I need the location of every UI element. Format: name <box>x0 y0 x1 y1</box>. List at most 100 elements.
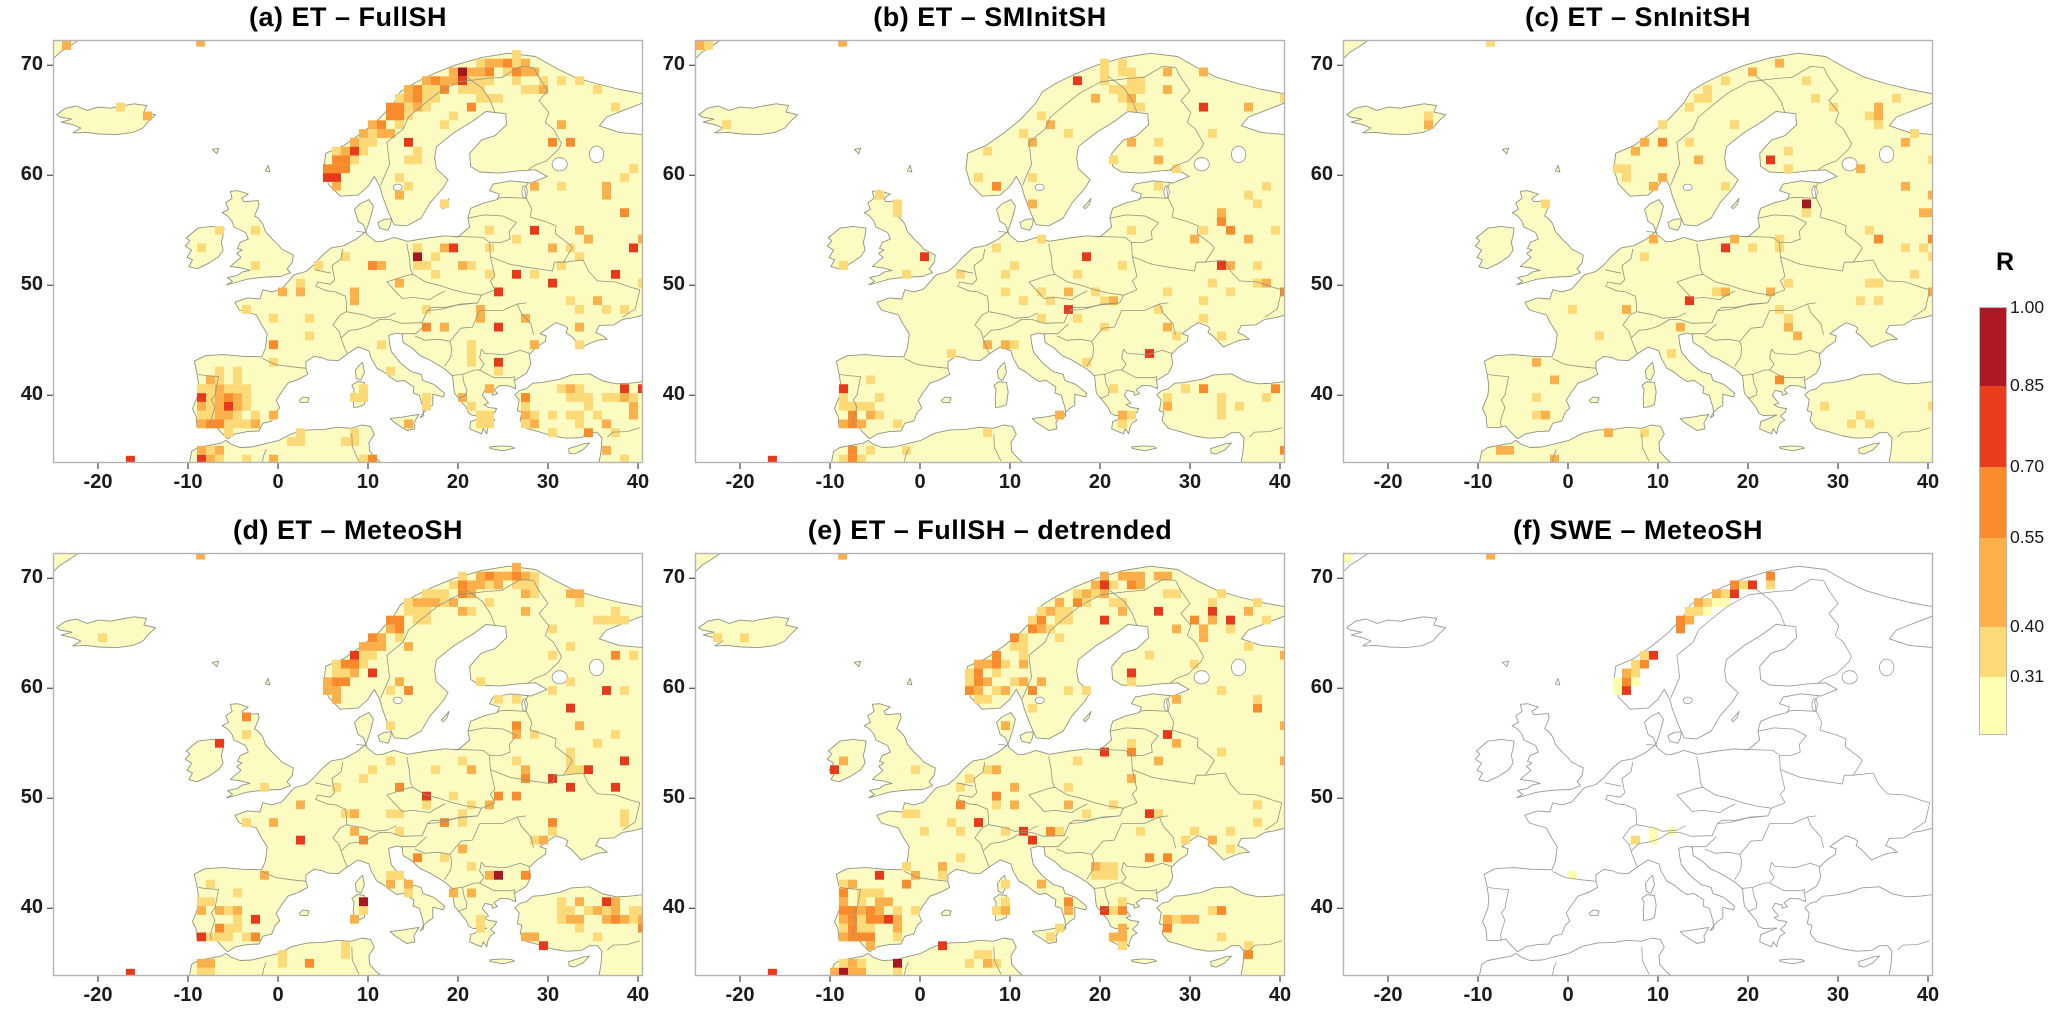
y-tick-label: 70 <box>662 53 685 76</box>
y-tick-label: 50 <box>662 273 685 296</box>
x-tick-label: 30 <box>536 984 560 1006</box>
x-tick-label: -20 <box>83 984 113 1006</box>
x-tick-label: -10 <box>1463 471 1493 493</box>
colorbar-segment <box>1980 467 2006 538</box>
y-tick-label: 60 <box>20 676 43 699</box>
y-tick-label: 70 <box>1310 53 1333 76</box>
panel-title: (c) ET – SnInitSH <box>1524 2 1752 32</box>
europe-map <box>47 39 644 469</box>
x-tick-label: 20 <box>1088 471 1112 493</box>
x-tick-label: 10 <box>998 984 1022 1006</box>
y-tick-label: 70 <box>1310 566 1333 589</box>
y-tick-label: 50 <box>20 786 43 809</box>
x-tick-label: 40 <box>626 471 650 493</box>
y-tick-label: 70 <box>662 566 685 589</box>
europe-map <box>47 552 644 982</box>
correlation-cells <box>1424 40 1933 463</box>
x-tick-label: 40 <box>626 984 650 1006</box>
x-tick-label: 10 <box>1646 984 1670 1006</box>
x-tick-label: 40 <box>1916 471 1940 493</box>
europe-map <box>1337 39 1934 469</box>
panel-title: (f) SWE – MeteoSH <box>1512 515 1763 545</box>
x-tick-label: 20 <box>446 471 470 493</box>
y-tick-label: 50 <box>20 273 43 296</box>
x-tick-label: 20 <box>446 984 470 1006</box>
y-tick-label: 60 <box>20 163 43 186</box>
panel-title: (a) ET – FullSH <box>248 2 448 32</box>
panel-title: (e) ET – FullSH – detrended <box>807 515 1173 545</box>
x-tick-label: 30 <box>1178 984 1202 1006</box>
europe-map <box>689 552 1286 982</box>
colorbar-segment <box>1980 627 2006 677</box>
panel-title: (d) ET – MeteoSH <box>232 515 463 545</box>
x-tick-label: 0 <box>914 471 926 493</box>
colorbar-segment <box>1980 308 2006 386</box>
x-tick-label: -10 <box>173 471 203 493</box>
x-tick-label: -10 <box>173 984 203 1006</box>
panel-e: (e) ET – FullSH – detrended Cells with s… <box>625 513 1305 1033</box>
europe-map <box>1337 552 1934 982</box>
x-tick-label: 10 <box>356 984 380 1006</box>
x-tick-label: 0 <box>1562 984 1574 1006</box>
x-tick-label: 20 <box>1736 471 1760 493</box>
colorbar-tick-label: 0.40 <box>2010 616 2045 636</box>
panel-c: (c) ET – SnInitSH Cells with signif. R:7… <box>1273 0 1953 520</box>
x-tick-label: 0 <box>272 471 284 493</box>
panel-b: (b) ET – SMInitSH Cells with signif. R:1… <box>625 0 1305 520</box>
x-tick-label: 20 <box>1088 984 1112 1006</box>
colorbar-segment <box>1980 386 2006 467</box>
y-tick-label: 60 <box>1310 163 1333 186</box>
y-tick-label: 40 <box>662 896 685 919</box>
y-tick-label: 60 <box>1310 676 1333 699</box>
x-tick-label: -10 <box>815 471 845 493</box>
correlation-cells <box>1343 553 1775 880</box>
x-tick-label: -20 <box>1373 984 1403 1006</box>
y-tick-label: 40 <box>20 383 43 406</box>
colorbar-title: R <box>1995 248 2015 276</box>
panel-a: (a) ET – FullSH Cells with signif. R:28 … <box>0 0 663 520</box>
colorbar-tick-label: 0.31 <box>2010 666 2045 686</box>
panel-f: (f) SWE – MeteoSH Cells with signif. R:5… <box>1273 513 1953 1033</box>
y-tick-label: 60 <box>662 163 685 186</box>
x-tick-label: 20 <box>1736 984 1760 1006</box>
y-tick-label: 60 <box>662 676 685 699</box>
correlation-cells <box>98 553 643 976</box>
correlation-cells <box>695 40 1285 463</box>
x-tick-label: -20 <box>725 984 755 1006</box>
x-tick-label: 40 <box>1268 471 1292 493</box>
x-tick-label: 0 <box>272 984 284 1006</box>
y-tick-label: 50 <box>1310 786 1333 809</box>
colorbar-tick-label: 0.70 <box>2010 456 2045 476</box>
x-tick-label: 0 <box>1562 471 1574 493</box>
y-tick-label: 50 <box>662 786 685 809</box>
x-tick-label: 30 <box>1826 471 1850 493</box>
x-tick-label: 30 <box>536 471 560 493</box>
x-tick-label: 10 <box>998 471 1022 493</box>
y-tick-label: 40 <box>1310 383 1333 406</box>
x-tick-label: -20 <box>83 471 113 493</box>
colorbar-tick-label: 0.85 <box>2010 375 2045 395</box>
colorbar: R 1.00 0.85 0.70 0.55 0.40 0.31 <box>1978 248 2067 748</box>
x-tick-label: 40 <box>1268 984 1292 1006</box>
colorbar-segment <box>1980 538 2006 627</box>
x-tick-label: 10 <box>356 471 380 493</box>
colorbar-tick-label: 1.00 <box>2010 297 2045 317</box>
x-tick-label: -20 <box>725 471 755 493</box>
x-tick-label: -10 <box>1463 984 1493 1006</box>
x-tick-label: 0 <box>914 984 926 1006</box>
y-tick-label: 40 <box>662 383 685 406</box>
x-tick-label: 30 <box>1178 471 1202 493</box>
y-tick-label: 50 <box>1310 273 1333 296</box>
panel-title: (b) ET – SMInitSH <box>873 2 1107 32</box>
x-tick-label: 10 <box>1646 471 1670 493</box>
colorbar-segment <box>1980 677 2006 734</box>
y-tick-label: 70 <box>20 53 43 76</box>
x-tick-label: -10 <box>815 984 845 1006</box>
y-tick-label: 40 <box>1310 896 1333 919</box>
correlation-cells <box>713 553 1285 976</box>
x-tick-label: 40 <box>1916 984 1940 1006</box>
europe-map <box>689 39 1286 469</box>
y-tick-label: 70 <box>20 566 43 589</box>
correlation-cells <box>62 40 643 463</box>
panel-d: (d) ET – MeteoSH Cells with signif. R:20… <box>0 513 663 1033</box>
